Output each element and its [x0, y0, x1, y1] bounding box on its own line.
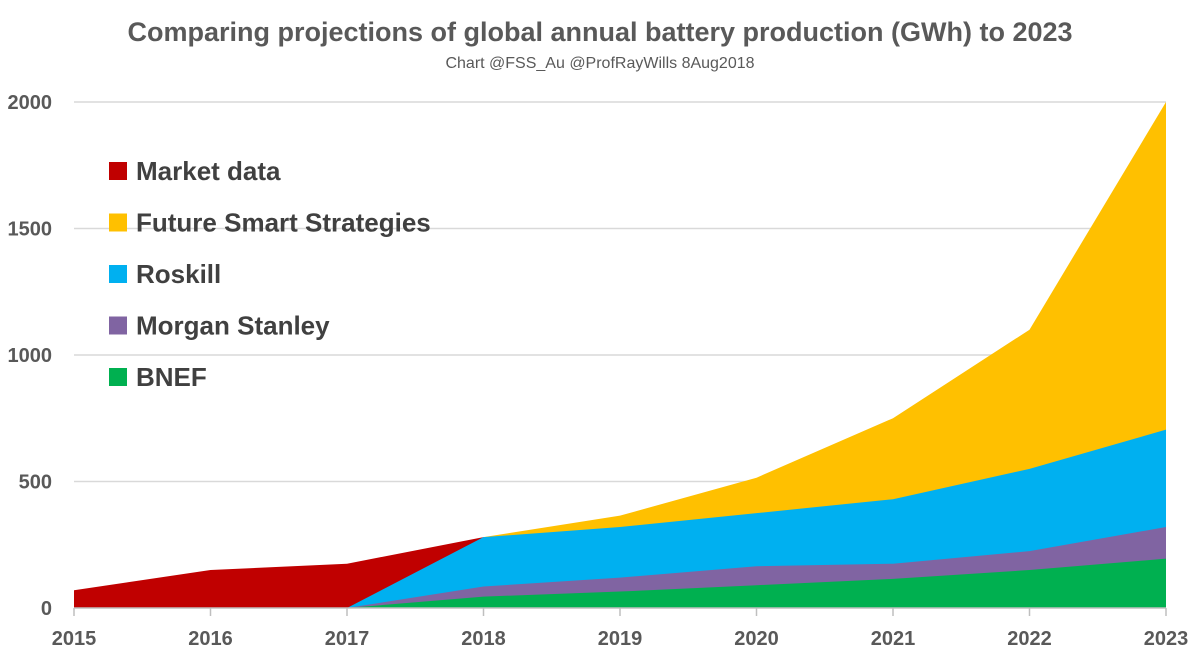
area-market-data: [74, 537, 484, 608]
x-tick-label-2021: 2021: [871, 628, 916, 650]
legend-swatch-bnef: [109, 368, 127, 386]
legend-swatch-roskill: [109, 265, 127, 283]
y-tick-label-2000: 2000: [8, 92, 53, 114]
area-series: [74, 102, 1166, 608]
y-tick-label-1500: 1500: [8, 219, 53, 241]
chart-subtitle: Chart @FSS_Au @ProfRayWills 8Aug2018: [445, 55, 755, 72]
x-tick-label-2018: 2018: [461, 628, 506, 650]
legend-label-bnef: BNEF: [136, 362, 207, 392]
x-tick-label-2016: 2016: [188, 628, 233, 650]
legend-label-market-data: Market data: [136, 156, 281, 186]
legend-swatch-future-smart-strategies: [109, 213, 127, 232]
legend-label-morgan-stanley: Morgan Stanley: [136, 311, 330, 341]
x-tick-label-2022: 2022: [1007, 628, 1052, 650]
chart-title: Comparing projections of global annual b…: [127, 17, 1073, 47]
x-tick-label-2015: 2015: [52, 628, 97, 650]
y-tick-label-1000: 1000: [8, 345, 53, 367]
y-tick-label-0: 0: [41, 598, 52, 620]
legend-swatch-market-data: [109, 162, 127, 180]
y-tick-label-500: 500: [19, 472, 52, 494]
x-tick-label-2017: 2017: [325, 628, 370, 650]
axes: 0 500 1000 1500 2000 2015 2016 2017 2018 2019 2020…: [8, 92, 1189, 650]
area-bnef: [347, 558, 1166, 608]
legend-label-roskill: Roskill: [136, 259, 221, 289]
x-tick-label-2020: 2020: [734, 628, 779, 650]
x-tick-label-2019: 2019: [598, 628, 643, 650]
x-tick-label-2023: 2023: [1144, 628, 1189, 650]
legend-label-future-smart-strategies: Future Smart Strategies: [136, 208, 431, 238]
legend-swatch-morgan-stanley: [109, 316, 127, 335]
legend: Market data Future Smart Strategies Roskil…: [109, 156, 431, 392]
